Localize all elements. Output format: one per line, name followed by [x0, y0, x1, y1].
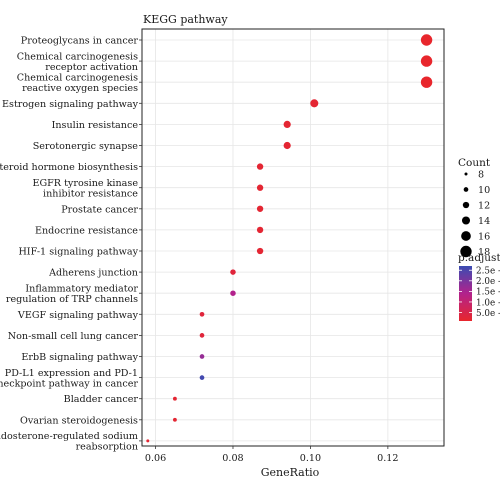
data-point	[283, 120, 291, 128]
count-legend-label: 18	[478, 247, 490, 258]
data-point	[256, 247, 264, 255]
count-legend-label: 12	[478, 201, 490, 212]
data-point	[172, 417, 177, 422]
y-tick-label: Proteoglycans in cancer	[21, 36, 139, 47]
y-tick-label: Serotonergic synapse	[33, 141, 139, 152]
y-axis-labels: Proteoglycans in cancer Chemical carcinog…	[0, 36, 142, 453]
data-point	[199, 311, 205, 317]
x-tick-label: 0.08	[222, 453, 243, 464]
count-legend-label: 16	[478, 232, 490, 243]
y-tick-label: Steroid hormone biosynthesis	[0, 162, 138, 173]
y-tick-label: VEGF signaling pathway	[17, 310, 139, 321]
y-tick-label: Inflammatory mediator regulation of TRP c…	[6, 283, 139, 305]
y-tick-label: Prostate cancer	[61, 204, 138, 215]
x-axis-ticks: 0.06 0.08 0.10 0.12	[145, 446, 399, 464]
chart-title: KEGG pathway	[143, 13, 228, 26]
count-legend-label: 14	[478, 216, 490, 227]
count-legend: Count 8 10 12 14 16 18	[458, 157, 491, 258]
y-tick-label: Bladder cancer	[64, 394, 139, 405]
y-tick-label: EGFR tyrosine kinase inhibitor resistance	[32, 178, 138, 200]
data-point	[256, 226, 264, 234]
colorbar-label: 5.0e - 06	[476, 309, 500, 319]
count-legend-dot	[463, 187, 469, 192]
data-point	[310, 99, 319, 108]
data-point	[199, 375, 205, 380]
y-tick-label: PD-L1 expression and PD-1 checkpoint path…	[0, 368, 138, 390]
count-legend-label: 8	[478, 170, 484, 181]
x-tick-label: 0.06	[145, 453, 166, 464]
colorbar-label: 2.0e - 05	[476, 277, 500, 287]
x-axis-label: GeneRatio	[261, 466, 320, 479]
y-tick-label: Insulin resistance	[52, 120, 139, 131]
data-point	[230, 290, 236, 296]
data-point	[256, 184, 264, 191]
y-tick-label: Adherens junction	[48, 268, 138, 279]
data-point	[256, 205, 264, 212]
p-adjust-colorbar	[459, 266, 472, 321]
data-points	[146, 34, 433, 443]
y-tick-label: Ovarian steroidogenesis	[20, 415, 138, 426]
y-tick-label: Estrogen signaling pathway	[2, 99, 139, 110]
data-point	[199, 333, 205, 338]
p-adjust-legend-title: p.adjust	[458, 252, 500, 264]
data-point	[199, 354, 205, 359]
plot-panel	[141, 28, 445, 447]
data-point	[420, 76, 433, 88]
data-point	[420, 55, 433, 67]
count-legend-dot	[462, 201, 470, 209]
count-legend-title: Count	[458, 157, 491, 169]
x-tick-label: 0.10	[300, 453, 321, 464]
y-tick-label: Aldosterone-regulated sodium reabsorption	[0, 431, 138, 453]
colorbar-label: 1.0e - 05	[476, 298, 500, 308]
y-tick-label: Chemical carcinogenesis reactive oxygen s…	[17, 72, 138, 94]
y-tick-label: Chemical carcinogenesis receptor activati…	[17, 51, 138, 73]
data-point	[420, 34, 433, 46]
count-legend-dot	[464, 172, 468, 176]
y-tick-label: Endocrine resistance	[35, 225, 138, 236]
colorbar-label: 2.5e - 05	[476, 267, 500, 277]
y-tick-label: Non-small cell lung cancer	[8, 331, 139, 342]
p-adjust-legend: p.adjust 2.5e - 052.0e - 051.5e - 051.0e…	[458, 252, 500, 321]
data-point	[230, 269, 236, 275]
data-point	[146, 439, 150, 443]
count-legend-dot	[461, 216, 471, 225]
count-legend-dot	[461, 231, 471, 241]
data-point	[256, 163, 264, 170]
y-tick-label: HIF-1 signaling pathway	[18, 247, 138, 258]
data-point	[283, 141, 291, 150]
y-tick-label: ErbB signaling pathway	[21, 352, 138, 363]
count-legend-dot	[460, 245, 472, 258]
x-tick-label: 0.12	[377, 453, 398, 464]
count-legend-label: 10	[478, 185, 490, 196]
data-point	[172, 396, 177, 401]
colorbar-label: 1.5e - 05	[476, 288, 500, 298]
plot-grid	[142, 29, 444, 446]
